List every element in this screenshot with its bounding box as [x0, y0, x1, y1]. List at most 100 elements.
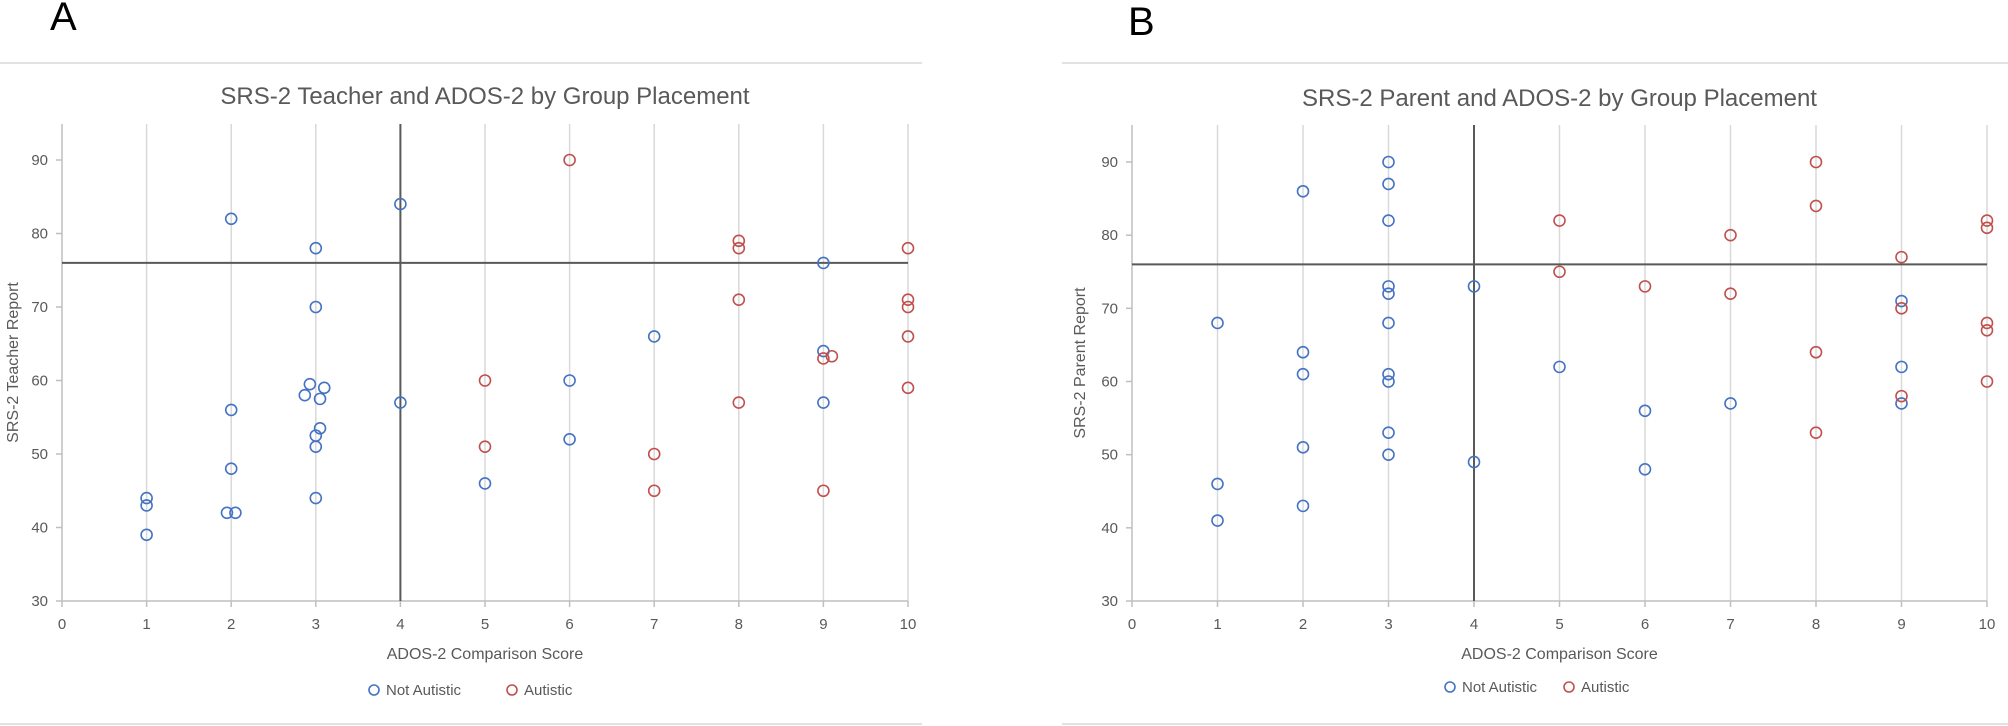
not-autistic-point — [1895, 294, 1908, 308]
y-axis-label: SRS-2 Teacher Report — [5, 282, 22, 443]
not-autistic-point — [229, 506, 242, 520]
not-autistic-point — [1724, 397, 1737, 410]
x-tick-label: 7 — [1726, 616, 1734, 633]
x-tick-label: 1 — [142, 616, 150, 633]
not-autistic-point — [1382, 155, 1395, 169]
not-autistic-point — [298, 388, 312, 402]
not-autistic-point — [140, 499, 153, 512]
not-autistic-point — [220, 506, 234, 520]
not-autistic-point — [313, 392, 327, 406]
x-tick-label: 3 — [1384, 616, 1392, 633]
x-tick-label: 4 — [396, 616, 404, 633]
x-tick-label: 2 — [1299, 616, 1307, 633]
not-autistic-point — [1382, 287, 1395, 301]
not-autistic-point — [1211, 477, 1224, 491]
not-autistic-point — [1296, 441, 1310, 454]
not-autistic-point — [1382, 316, 1395, 330]
x-tick-label: 7 — [650, 616, 658, 633]
y-tick-label: 50 — [1101, 447, 1118, 464]
x-tick-label: 0 — [1128, 616, 1136, 633]
x-tick-label: 8 — [735, 616, 743, 633]
y-tick-label: 30 — [31, 593, 48, 610]
autistic-point — [732, 293, 746, 306]
y-tick-label: 60 — [1101, 374, 1118, 391]
autistic-point — [1895, 389, 1908, 403]
autistic-point — [1724, 228, 1737, 242]
not-autistic-point — [303, 377, 317, 391]
autistic-point — [478, 440, 492, 453]
x-tick-label: 2 — [227, 616, 235, 633]
not-autistic-point — [224, 403, 238, 417]
autistic-point — [901, 330, 915, 343]
autistic-point — [1809, 155, 1823, 169]
autistic-point — [732, 396, 746, 409]
x-tick-label: 5 — [1555, 616, 1563, 633]
autistic-point — [478, 374, 492, 387]
autistic-point — [647, 447, 661, 461]
autistic-point — [1553, 214, 1566, 227]
not-autistic-point — [1382, 177, 1395, 191]
not-autistic-point — [1467, 280, 1481, 293]
not-autistic-point — [1296, 367, 1310, 381]
chart-title: SRS-2 Teacher and ADOS-2 by Group Placem… — [220, 83, 749, 110]
x-tick-label: 10 — [1979, 616, 1996, 633]
not-autistic-point — [817, 256, 830, 270]
autistic-point — [1809, 345, 1823, 359]
y-axis-label: SRS-2 Parent Report — [1072, 287, 1089, 439]
x-tick-label: 9 — [819, 616, 827, 633]
not-autistic-point — [1467, 455, 1481, 469]
not-autistic-point — [1382, 448, 1395, 461]
autistic-point — [1553, 265, 1566, 279]
y-tick-label: 90 — [1101, 154, 1118, 171]
not-autistic-point — [563, 374, 576, 387]
not-autistic-point — [1382, 367, 1395, 381]
autistic-point — [1895, 302, 1908, 315]
autistic-point — [817, 352, 830, 365]
not-autistic-point — [309, 491, 323, 505]
legend-label: Autistic — [524, 682, 573, 699]
not-autistic-point — [309, 440, 323, 453]
panel-letter: B — [1128, 0, 1155, 44]
not-autistic-point — [224, 462, 238, 476]
legend-marker — [1444, 681, 1456, 693]
x-tick-label: 0 — [58, 616, 66, 633]
autistic-point — [901, 241, 915, 255]
x-tick-label: 5 — [481, 616, 489, 633]
not-autistic-point — [1382, 426, 1395, 440]
autistic-point — [1980, 316, 1994, 330]
panel-letter: A — [50, 0, 77, 39]
chart-title: SRS-2 Parent and ADOS-2 by Group Placeme… — [1302, 85, 1817, 112]
x-tick-label: 6 — [565, 616, 573, 633]
x-axis-label: ADOS-2 Comparison Score — [387, 646, 584, 663]
not-autistic-point — [394, 396, 407, 409]
y-tick-label: 80 — [1101, 227, 1118, 244]
not-autistic-point — [140, 528, 153, 542]
not-autistic-point — [1211, 316, 1224, 330]
not-autistic-point — [309, 300, 323, 314]
y-tick-label: 80 — [31, 226, 48, 243]
x-tick-label: 1 — [1213, 616, 1221, 633]
autistic-point — [1980, 214, 1994, 227]
not-autistic-point — [563, 432, 576, 446]
autistic-point — [901, 300, 915, 314]
not-autistic-point — [317, 381, 331, 395]
y-tick-label: 40 — [31, 520, 48, 537]
autistic-point — [563, 153, 576, 167]
x-tick-label: 6 — [1641, 616, 1649, 633]
not-autistic-point — [309, 241, 323, 255]
not-autistic-point — [1296, 345, 1310, 359]
y-tick-label: 30 — [1101, 593, 1118, 610]
not-autistic-point — [478, 477, 492, 490]
not-autistic-point — [1382, 280, 1395, 293]
autistic-point — [901, 293, 915, 306]
legend-label: Autistic — [1581, 679, 1630, 696]
x-tick-label: 4 — [1470, 616, 1478, 633]
legend-marker — [506, 684, 518, 696]
not-autistic-point — [1638, 404, 1652, 418]
not-autistic-point — [313, 421, 327, 435]
not-autistic-point — [394, 197, 407, 211]
not-autistic-point — [647, 330, 661, 343]
x-tick-label: 3 — [312, 616, 320, 633]
legend-label: Not Autistic — [386, 682, 462, 699]
